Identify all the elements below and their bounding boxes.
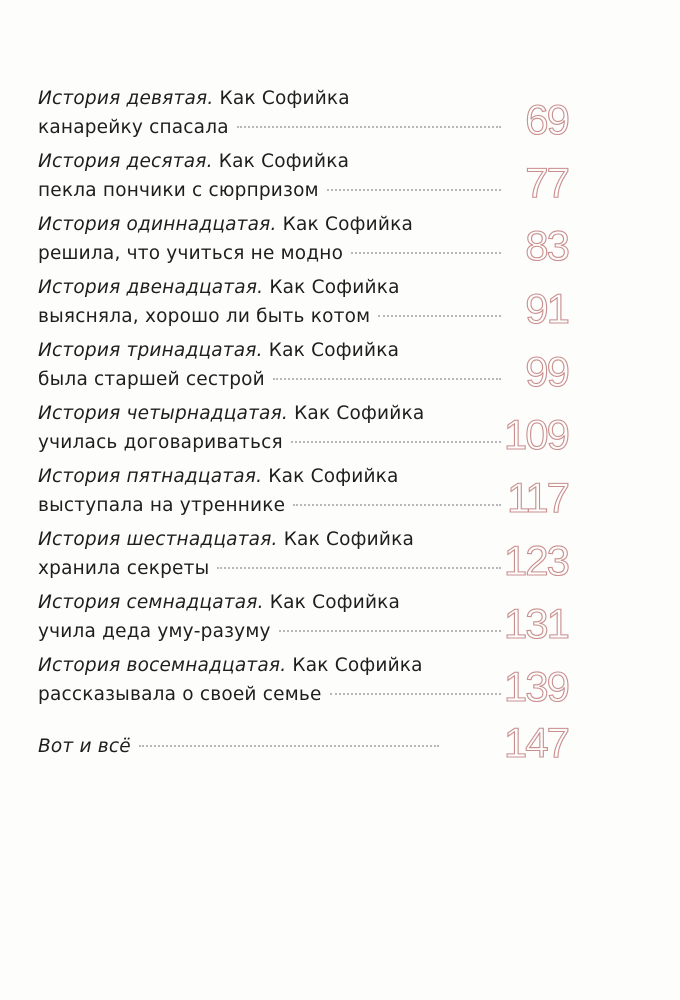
entry-title: Как Софийка (277, 529, 415, 550)
entry-line-2: хранила секреты (38, 554, 578, 583)
page-number: 131 (503, 600, 570, 647)
page-number: 91 (525, 285, 571, 332)
entry-title-cont: училась договариваться (38, 432, 283, 453)
dot-leader (278, 630, 501, 632)
entry-story-number: История шестнадцатая. (38, 529, 278, 550)
entry-line-1: История тринадцатая. Как Софийка (38, 336, 578, 365)
dot-leader (329, 693, 501, 695)
entry-title: Как Софийка (262, 340, 400, 361)
page-number: 117 (506, 474, 570, 521)
toc-entry[interactable]: История четырнадцатая. Как Софийка училас… (38, 399, 578, 462)
dot-leader (351, 252, 502, 254)
entry-line-2: рассказывала о своей семье (38, 680, 578, 709)
entry-title-cont: рассказывала о своей семье (38, 684, 322, 705)
dot-leader (290, 441, 501, 443)
toc-entry-final[interactable]: Вот и всё 147 (38, 720, 578, 767)
dot-leader (236, 126, 501, 128)
entry-title: Как Софийка (262, 466, 399, 487)
dot-leader (138, 745, 439, 747)
entry-line-2: училась договариваться (38, 428, 578, 457)
toc-entry[interactable]: История одиннадцатая. Как Софийка решила,… (38, 210, 578, 273)
page-number: 69 (525, 96, 571, 143)
entry-story-number: История четырнадцатая. (38, 403, 288, 424)
entry-title-cont: хранила секреты (38, 558, 210, 579)
entry-story-number: История двенадцатая. (38, 277, 264, 298)
page-number: 77 (525, 159, 571, 206)
entry-line-2: пекла пончики с сюрпризом (38, 176, 578, 205)
entry-line-1: История двенадцатая. Как Софийка (38, 273, 578, 302)
entry-title-cont: пекла пончики с сюрпризом (38, 180, 319, 201)
entry-story-number: История девятая. (38, 88, 214, 109)
dot-leader (378, 315, 502, 317)
entry-title: Как Софийка (288, 403, 425, 424)
entry-line-2: выступала на утреннике (38, 491, 578, 520)
dot-leader (217, 567, 502, 569)
entry-story-number: История одиннадцатая. (38, 214, 277, 235)
entry-story-number: История семнадцатая. (38, 592, 264, 613)
entry-line-2: канарейку спасала (38, 113, 578, 142)
page-number: 83 (525, 222, 571, 269)
entry-line-1: История шестнадцатая. Как Софийка (38, 525, 578, 554)
entry-line-2: учила деда уму-разуму (38, 617, 578, 646)
entry-line-1: История восемнадцатая. Как Софийка (38, 651, 578, 680)
page-number: 99 (525, 348, 571, 395)
dot-leader (326, 189, 501, 191)
toc-entry[interactable]: История тринадцатая. Как Софийка была ста… (38, 336, 578, 399)
entry-line-1: История девятая. Как Софийка (38, 84, 578, 113)
entry-line-1: История десятая. Как Софийка (38, 147, 578, 176)
entry-title-cont: канарейку спасала (38, 117, 229, 138)
entry-line-1: История одиннадцатая. Как Софийка (38, 210, 578, 239)
page-number: 139 (503, 663, 570, 710)
toc-entry[interactable]: История семнадцатая. Как Софийка учила де… (38, 588, 578, 651)
entry-story-number: История пятнадцатая. (38, 466, 263, 487)
entry-title: Как Софийка (212, 151, 350, 172)
entry-title-cont: решила, что учиться не модно (38, 243, 344, 264)
toc-entry[interactable]: История двенадцатая. Как Софийка выясняла… (38, 273, 578, 336)
dot-leader (272, 378, 501, 380)
toc-entry[interactable]: История шестнадцатая. Как Софийка хранила… (38, 525, 578, 588)
entry-story-number: История десятая. (38, 151, 213, 172)
entry-title-cont: учила деда уму-разуму (38, 621, 271, 642)
entry-title: Как Софийка (213, 88, 350, 109)
entry-line-2: выясняла, хорошо ли быть котом (38, 302, 578, 331)
entry-line-2: решила, что учиться не модно (38, 239, 578, 268)
entry-title: Как Софийка (263, 277, 400, 298)
page-number: 109 (503, 411, 570, 458)
entry-title-cont: была старшей сестрой (38, 369, 265, 390)
toc-entry[interactable]: История десятая. Как Софийка пекла пончик… (38, 147, 578, 210)
entry-line-1: История четырнадцатая. Как Софийка (38, 399, 578, 428)
toc-entry[interactable]: История девятая. Как Софийка канарейку сп… (38, 84, 578, 147)
entry-story-number: История тринадцатая. (38, 340, 263, 361)
entry-line-2: была старшей сестрой (38, 365, 578, 394)
toc-entry[interactable]: История пятнадцатая. Как Софийка выступал… (38, 462, 578, 525)
dot-leader (293, 504, 502, 506)
entry-story-number: История восемнадцатая. (38, 655, 287, 676)
entry-title: Как Софийка (276, 214, 414, 235)
entry-title-cont: выступала на утреннике (38, 495, 286, 516)
page-number: 147 (503, 719, 570, 766)
toc-entry[interactable]: История восемнадцатая. Как Софийка расска… (38, 651, 578, 714)
entry-title: Вот и всё (38, 736, 131, 757)
entry-title-cont: выясняла, хорошо ли быть котом (38, 306, 371, 327)
entry-title: Как Софийка (286, 655, 423, 676)
page-number: 123 (503, 537, 570, 584)
entry-line-1: История пятнадцатая. Как Софийка (38, 462, 578, 491)
entry-line-1: История семнадцатая. Как Софийка (38, 588, 578, 617)
table-of-contents: История девятая. Как Софийка канарейку сп… (38, 84, 578, 714)
entry-line: Вот и всё (38, 727, 578, 767)
entry-title: Как Софийка (263, 592, 401, 613)
